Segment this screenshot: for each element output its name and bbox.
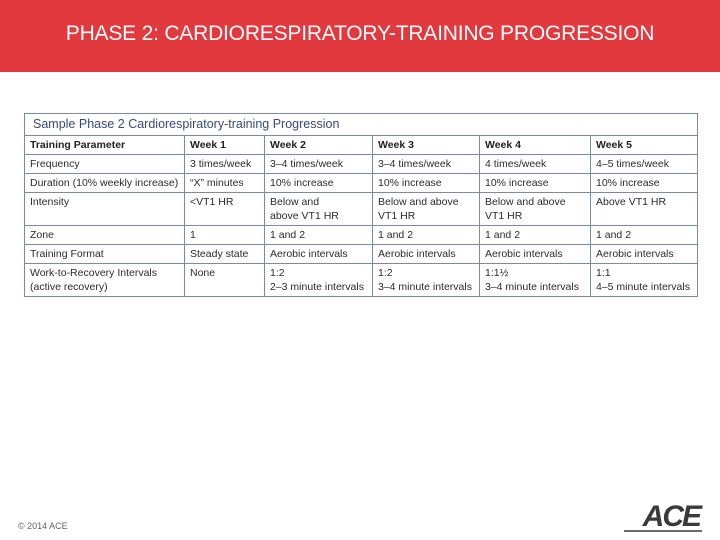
- logo-rule: [624, 530, 702, 532]
- table-cell: <VT1 HR: [184, 192, 265, 226]
- table-row: Work-to-Recovery Intervals (active recov…: [24, 263, 699, 297]
- table-cell: Aerobic intervals: [589, 244, 699, 264]
- header-row: Training Parameter Week 1 Week 2 Week 3 Week…: [24, 135, 699, 155]
- table-cell: 1 and 2: [589, 225, 699, 245]
- table-body: Sample Phase 2 Cardiorespiratory-trainin…: [23, 113, 699, 297]
- table-cell: 1 and 2: [372, 225, 480, 245]
- table-caption: Sample Phase 2 Cardiorespiratory-trainin…: [23, 113, 699, 136]
- table-cell: 3–4 times/week: [372, 154, 480, 174]
- table-cell: 1:2 3–4 minute intervals: [372, 263, 480, 297]
- logo: ACE: [624, 500, 705, 533]
- table-cell: “X” minutes: [184, 173, 265, 193]
- table-row: Duration (10% weekly increase) “X” minute…: [24, 173, 699, 193]
- table-cell: 10% increase: [589, 173, 699, 193]
- copyright: © 2014 ACE: [18, 521, 68, 531]
- column-header: Week 3: [372, 135, 480, 155]
- table-cell: Above VT1 HR: [589, 192, 699, 226]
- table-cell: 10% increase: [479, 173, 591, 193]
- table-cell: Steady state: [184, 244, 265, 264]
- logo-text: ACE: [642, 500, 703, 533]
- table-cell: Below and above VT1 HR: [372, 192, 480, 226]
- table-cell: 1: [184, 225, 265, 245]
- row-label: Training Format: [24, 244, 185, 264]
- table-cell: Aerobic intervals: [479, 244, 591, 264]
- table-cell: 4 times/week: [479, 154, 591, 174]
- table-cell: 4–5 times/week: [589, 154, 699, 174]
- column-header: Week 1: [184, 135, 265, 155]
- column-header: Week 5: [589, 135, 699, 155]
- table-cell: 1:2 2–3 minute intervals: [264, 263, 373, 297]
- table-cell: Below and above VT1 HR: [479, 192, 591, 226]
- table-cell: Below and above VT1 HR: [264, 192, 373, 226]
- table-cell: 10% increase: [264, 173, 373, 193]
- table-cell: Aerobic intervals: [264, 244, 373, 264]
- title-banner: PHASE 2: CARDIORESPIRATORY-TRAINING PROG…: [0, 0, 720, 72]
- row-label: Work-to-Recovery Intervals (active recov…: [24, 263, 185, 297]
- slide-title: PHASE 2: CARDIORESPIRATORY-TRAINING PROG…: [65, 22, 655, 45]
- progression-table: Sample Phase 2 Cardiorespiratory-trainin…: [23, 113, 699, 297]
- table-cell: Aerobic intervals: [372, 244, 480, 264]
- table-cell: 10% increase: [372, 173, 480, 193]
- table-cell: 1:1 4–5 minute intervals: [589, 263, 699, 297]
- table-row: Frequency 3 times/week 3–4 times/week 3–4 t…: [24, 154, 699, 174]
- table-cell: 3–4 times/week: [264, 154, 373, 174]
- row-label: Zone: [24, 225, 185, 245]
- row-label: Intensity: [24, 192, 185, 226]
- table-row: Intensity <VT1 HR Below and above VT1 HR Be…: [24, 192, 699, 226]
- row-label: Frequency: [24, 154, 185, 174]
- column-header: Week 2: [264, 135, 373, 155]
- table-row: Training Format Steady state Aerobic inter…: [24, 244, 699, 264]
- column-header: Week 4: [479, 135, 591, 155]
- caption-row: Sample Phase 2 Cardiorespiratory-trainin…: [23, 113, 699, 136]
- row-label: Duration (10% weekly increase): [24, 173, 185, 193]
- table-cell: 1 and 2: [479, 225, 591, 245]
- table-cell: None: [184, 263, 265, 297]
- table-cell: 1:1½ 3–4 minute intervals: [479, 263, 591, 297]
- table-cell: 1 and 2: [264, 225, 373, 245]
- column-header: Training Parameter: [24, 135, 185, 155]
- table-cell: 3 times/week: [184, 154, 265, 174]
